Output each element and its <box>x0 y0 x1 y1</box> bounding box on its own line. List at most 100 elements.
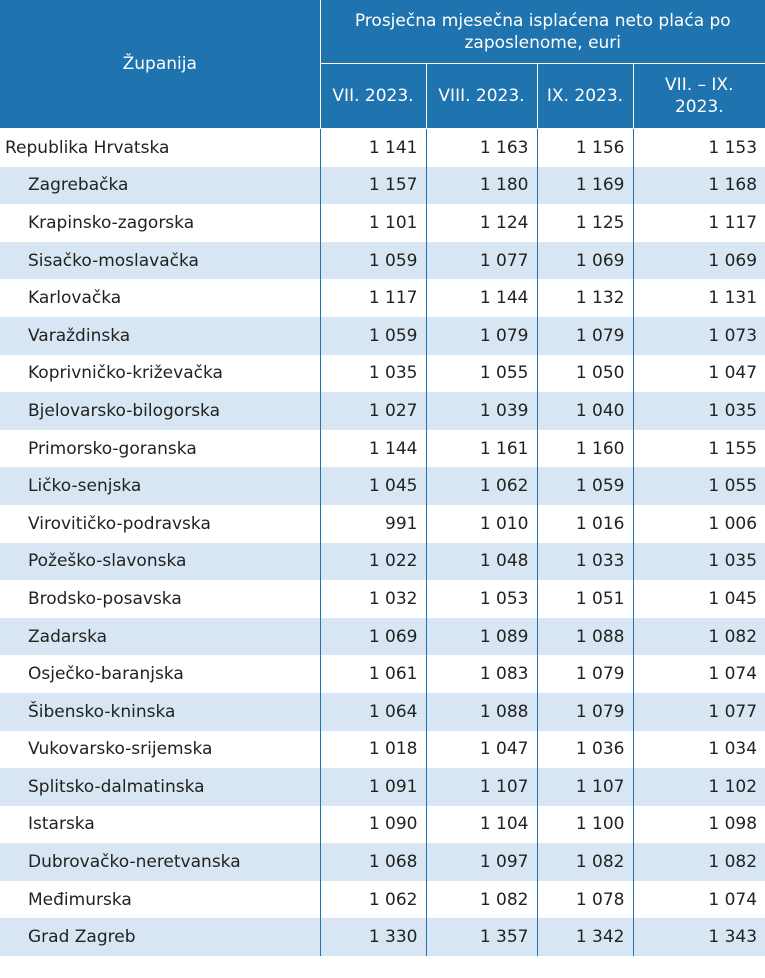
salary-value: 1 036 <box>537 730 634 769</box>
salary-value: 1 032 <box>320 580 427 618</box>
salary-value: 1 045 <box>633 580 765 618</box>
salary-value: 1 117 <box>633 204 765 242</box>
salary-value: 1 047 <box>633 354 765 393</box>
salary-value: 1 088 <box>426 692 538 731</box>
salary-value: 1 102 <box>633 768 765 806</box>
salary-value: 1 010 <box>426 504 538 543</box>
salary-value: 1 027 <box>320 392 427 430</box>
table-row: Splitsko-dalmatinska 1 091 1 107 1 107 1 102 <box>0 768 765 806</box>
salary-value: 1 169 <box>537 166 634 205</box>
salary-value: 1 160 <box>537 429 634 468</box>
salary-value: 1 050 <box>537 354 634 393</box>
county-name: Krapinsko-zagorska <box>0 204 321 242</box>
table-row: Bjelovarsko-bilogorska 1 027 1 039 1 040 1 0… <box>0 392 765 430</box>
county-name: Bjelovarsko-bilogorska <box>0 392 321 430</box>
salary-value: 1 048 <box>426 542 538 581</box>
table-row: Ličko-senjska 1 045 1 062 1 059 1 055 <box>0 467 765 505</box>
county-name: Brodsko-posavska <box>0 580 321 618</box>
county-name: Požeško-slavonska <box>0 542 321 581</box>
salary-value: 1 153 <box>633 128 765 167</box>
salary-value: 1 035 <box>633 392 765 430</box>
county-name: Zadarska <box>0 617 321 656</box>
county-name: Sisačko-moslavačka <box>0 241 321 280</box>
table-row: Varaždinska 1 059 1 079 1 079 1 073 <box>0 316 765 355</box>
salary-value: 1 034 <box>633 730 765 769</box>
salary-value: 1 079 <box>537 692 634 731</box>
salary-value: 1 168 <box>633 166 765 205</box>
salary-value: 1 040 <box>537 392 634 430</box>
salary-value: 1 059 <box>320 241 427 280</box>
salary-value: 1 330 <box>320 918 427 957</box>
salary-value: 1 082 <box>633 617 765 656</box>
table-row: Zagrebačka 1 157 1 180 1 169 1 168 <box>0 166 765 205</box>
salary-value: 1 104 <box>426 805 538 844</box>
table-row: Istarska 1 090 1 104 1 100 1 098 <box>0 805 765 844</box>
table-row-total: Republika Hrvatska 1 141 1 163 1 156 1 153 <box>0 128 765 167</box>
county-name: Zagrebačka <box>0 166 321 205</box>
salary-group-header: Prosječna mjesečna isplaćena neto plaća … <box>320 0 765 64</box>
salary-value: 1 082 <box>426 880 538 919</box>
salary-table: Županija Prosječna mjesečna isplaćena ne… <box>0 0 765 957</box>
salary-value: 1 018 <box>320 730 427 769</box>
salary-value: 1 131 <box>633 279 765 317</box>
table-row: Sisačko-moslavačka 1 059 1 077 1 069 1 069 <box>0 241 765 280</box>
period-header-jul: VII. 2023. <box>320 63 427 129</box>
period-header-q3: VII. – IX. 2023. <box>633 63 765 129</box>
salary-value: 1 055 <box>426 354 538 393</box>
salary-value: 1 062 <box>426 467 538 505</box>
salary-value: 1 082 <box>537 843 634 881</box>
salary-value: 1 357 <box>426 918 538 957</box>
salary-value: 1 343 <box>633 918 765 957</box>
salary-value: 1 059 <box>320 316 427 355</box>
salary-value: 1 069 <box>537 241 634 280</box>
salary-value: 1 022 <box>320 542 427 581</box>
salary-value: 1 068 <box>320 843 427 881</box>
county-name: Osječko-baranjska <box>0 655 321 693</box>
salary-value: 1 091 <box>320 768 427 806</box>
salary-value: 1 079 <box>426 316 538 355</box>
county-name: Varaždinska <box>0 316 321 355</box>
salary-value: 1 073 <box>633 316 765 355</box>
county-name: Dubrovačko-neretvanska <box>0 843 321 881</box>
salary-value: 1 125 <box>537 204 634 242</box>
table-row: Koprivničko-križevačka 1 035 1 055 1 050 1 0… <box>0 354 765 393</box>
salary-value: 1 061 <box>320 655 427 693</box>
table-row: Karlovačka 1 117 1 144 1 132 1 131 <box>0 279 765 317</box>
county-name: Grad Zagreb <box>0 918 321 957</box>
salary-value: 1 124 <box>426 204 538 242</box>
salary-value: 1 045 <box>320 467 427 505</box>
salary-value: 1 101 <box>320 204 427 242</box>
salary-value: 1 088 <box>537 617 634 656</box>
salary-value: 1 074 <box>633 655 765 693</box>
table-body: Republika Hrvatska 1 141 1 163 1 156 1 153 Za… <box>0 128 765 957</box>
salary-value: 1 097 <box>426 843 538 881</box>
salary-value: 1 059 <box>537 467 634 505</box>
county-name: Vukovarsko-srijemska <box>0 730 321 769</box>
county-name: Međimurska <box>0 880 321 919</box>
salary-value: 1 069 <box>320 617 427 656</box>
salary-value: 1 047 <box>426 730 538 769</box>
county-name: Koprivničko-križevačka <box>0 354 321 393</box>
salary-value: 1 117 <box>320 279 427 317</box>
salary-value: 1 180 <box>426 166 538 205</box>
county-name: Primorsko-goranska <box>0 429 321 468</box>
salary-value: 1 342 <box>537 918 634 957</box>
salary-value: 1 089 <box>426 617 538 656</box>
salary-value: 1 035 <box>633 542 765 581</box>
table-row: Međimurska 1 062 1 082 1 078 1 074 <box>0 880 765 919</box>
salary-value: 1 062 <box>320 880 427 919</box>
table-row: Požeško-slavonska 1 022 1 048 1 033 1 035 <box>0 542 765 581</box>
salary-value: 1 016 <box>537 504 634 543</box>
county-name: Šibensko-kninska <box>0 692 321 731</box>
salary-value: 1 155 <box>633 429 765 468</box>
table-row: Osječko-baranjska 1 061 1 083 1 079 1 074 <box>0 655 765 693</box>
salary-value: 1 079 <box>537 655 634 693</box>
salary-value: 1 039 <box>426 392 538 430</box>
salary-value: 1 051 <box>537 580 634 618</box>
salary-value: 1 033 <box>537 542 634 581</box>
salary-value: 1 077 <box>426 241 538 280</box>
county-name: Republika Hrvatska <box>0 128 321 167</box>
salary-value: 1 098 <box>633 805 765 844</box>
table-row: Šibensko-kninska 1 064 1 088 1 079 1 077 <box>0 692 765 731</box>
salary-value: 1 107 <box>537 768 634 806</box>
